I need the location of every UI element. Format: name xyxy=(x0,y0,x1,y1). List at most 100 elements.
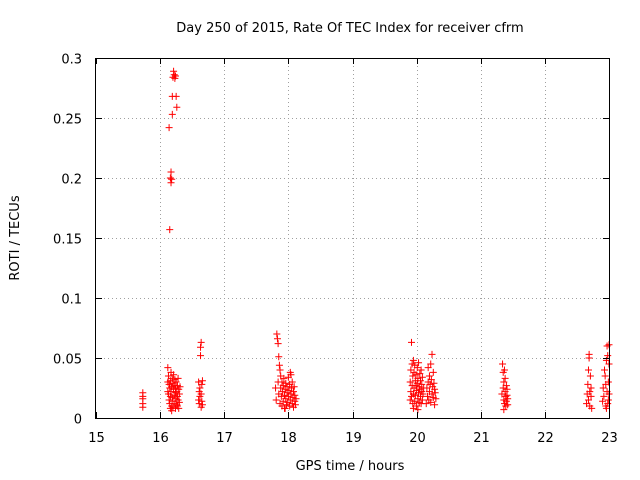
data-point xyxy=(602,404,610,412)
data-point xyxy=(504,401,512,409)
data-point xyxy=(409,372,417,380)
data-point xyxy=(500,406,508,414)
data-point xyxy=(584,366,592,374)
data-point xyxy=(417,366,425,374)
y-tick-label: 0.1 xyxy=(61,293,82,308)
x-tick-label: 20 xyxy=(409,431,426,446)
data-point xyxy=(290,388,298,396)
data-point xyxy=(291,391,299,399)
data-point xyxy=(197,338,205,346)
data-point xyxy=(431,389,439,397)
data-point xyxy=(409,356,417,364)
data-point xyxy=(176,383,184,391)
data-point xyxy=(272,396,280,404)
data-point xyxy=(503,385,511,393)
data-point xyxy=(499,360,507,368)
data-point xyxy=(166,226,174,234)
data-point xyxy=(429,368,437,376)
grid-lines xyxy=(96,58,609,418)
data-point xyxy=(431,385,439,393)
data-point xyxy=(197,343,205,351)
data-point xyxy=(586,388,594,396)
data-point xyxy=(275,353,283,361)
data-point xyxy=(432,395,440,403)
data-point xyxy=(198,397,206,405)
data-point xyxy=(172,378,180,386)
data-point xyxy=(587,384,595,392)
data-point xyxy=(170,371,178,379)
x-tick-label: 19 xyxy=(345,431,362,446)
data-point xyxy=(430,379,438,387)
data-point xyxy=(198,380,206,388)
data-point xyxy=(288,378,296,386)
data-point xyxy=(431,401,439,409)
data-point xyxy=(165,124,173,132)
data-points xyxy=(139,67,613,415)
chart-title: Day 250 of 2015, Rate Of TEC Index for r… xyxy=(176,21,523,36)
data-point xyxy=(286,368,294,376)
data-point xyxy=(424,364,432,372)
data-point xyxy=(585,354,593,362)
data-point xyxy=(427,376,435,384)
data-point xyxy=(419,390,427,398)
data-point xyxy=(274,340,282,348)
data-point xyxy=(173,103,181,111)
data-point xyxy=(415,359,423,367)
x-tick-label: 23 xyxy=(601,431,618,446)
data-point xyxy=(282,379,290,387)
data-point xyxy=(413,364,421,372)
x-axis: 15 16 17 18 19 20 21 22 23 xyxy=(88,58,618,446)
data-point xyxy=(601,366,609,374)
data-point xyxy=(601,372,609,380)
data-point xyxy=(174,374,182,382)
y-axis: 0 0.05 0.1 0.15 0.2 0.25 0.3 xyxy=(53,53,609,428)
data-point xyxy=(427,360,435,368)
data-point xyxy=(604,400,612,408)
data-point xyxy=(170,67,178,75)
data-point xyxy=(414,406,422,414)
data-point xyxy=(273,330,281,338)
data-point xyxy=(290,383,298,391)
y-tick-label: 0 xyxy=(74,413,82,428)
data-point xyxy=(428,350,436,358)
data-point xyxy=(273,335,281,343)
data-point xyxy=(277,392,285,400)
x-tick-label: 18 xyxy=(280,431,297,446)
data-point xyxy=(198,377,206,385)
data-point xyxy=(501,374,509,382)
data-point xyxy=(164,372,172,380)
data-point xyxy=(406,396,414,404)
data-point xyxy=(407,338,415,346)
data-point xyxy=(168,175,176,183)
data-point xyxy=(425,372,433,380)
data-point xyxy=(500,378,508,386)
data-point xyxy=(409,404,417,412)
y-tick-label: 0.3 xyxy=(61,53,82,68)
x-tick-label: 17 xyxy=(216,431,233,446)
data-point xyxy=(418,380,426,388)
data-point xyxy=(168,110,176,118)
data-point xyxy=(196,384,204,392)
data-point xyxy=(427,398,435,406)
x-tick-label: 16 xyxy=(152,431,169,446)
data-point xyxy=(503,391,511,399)
y-tick-label: 0.2 xyxy=(61,173,82,188)
data-point xyxy=(599,397,607,405)
data-point xyxy=(416,377,424,385)
data-point xyxy=(416,370,424,378)
data-point xyxy=(584,396,592,404)
data-point xyxy=(587,392,595,400)
data-point xyxy=(424,392,432,400)
data-point xyxy=(604,378,612,386)
data-point xyxy=(175,398,183,406)
data-point xyxy=(197,352,205,360)
data-point xyxy=(172,92,180,100)
data-point xyxy=(406,378,414,386)
data-point xyxy=(428,390,436,398)
data-point xyxy=(164,364,172,372)
data-point xyxy=(418,373,426,381)
y-tick-label: 0.15 xyxy=(53,233,82,248)
data-point xyxy=(195,396,203,404)
data-point xyxy=(584,380,592,388)
data-point xyxy=(415,389,423,397)
